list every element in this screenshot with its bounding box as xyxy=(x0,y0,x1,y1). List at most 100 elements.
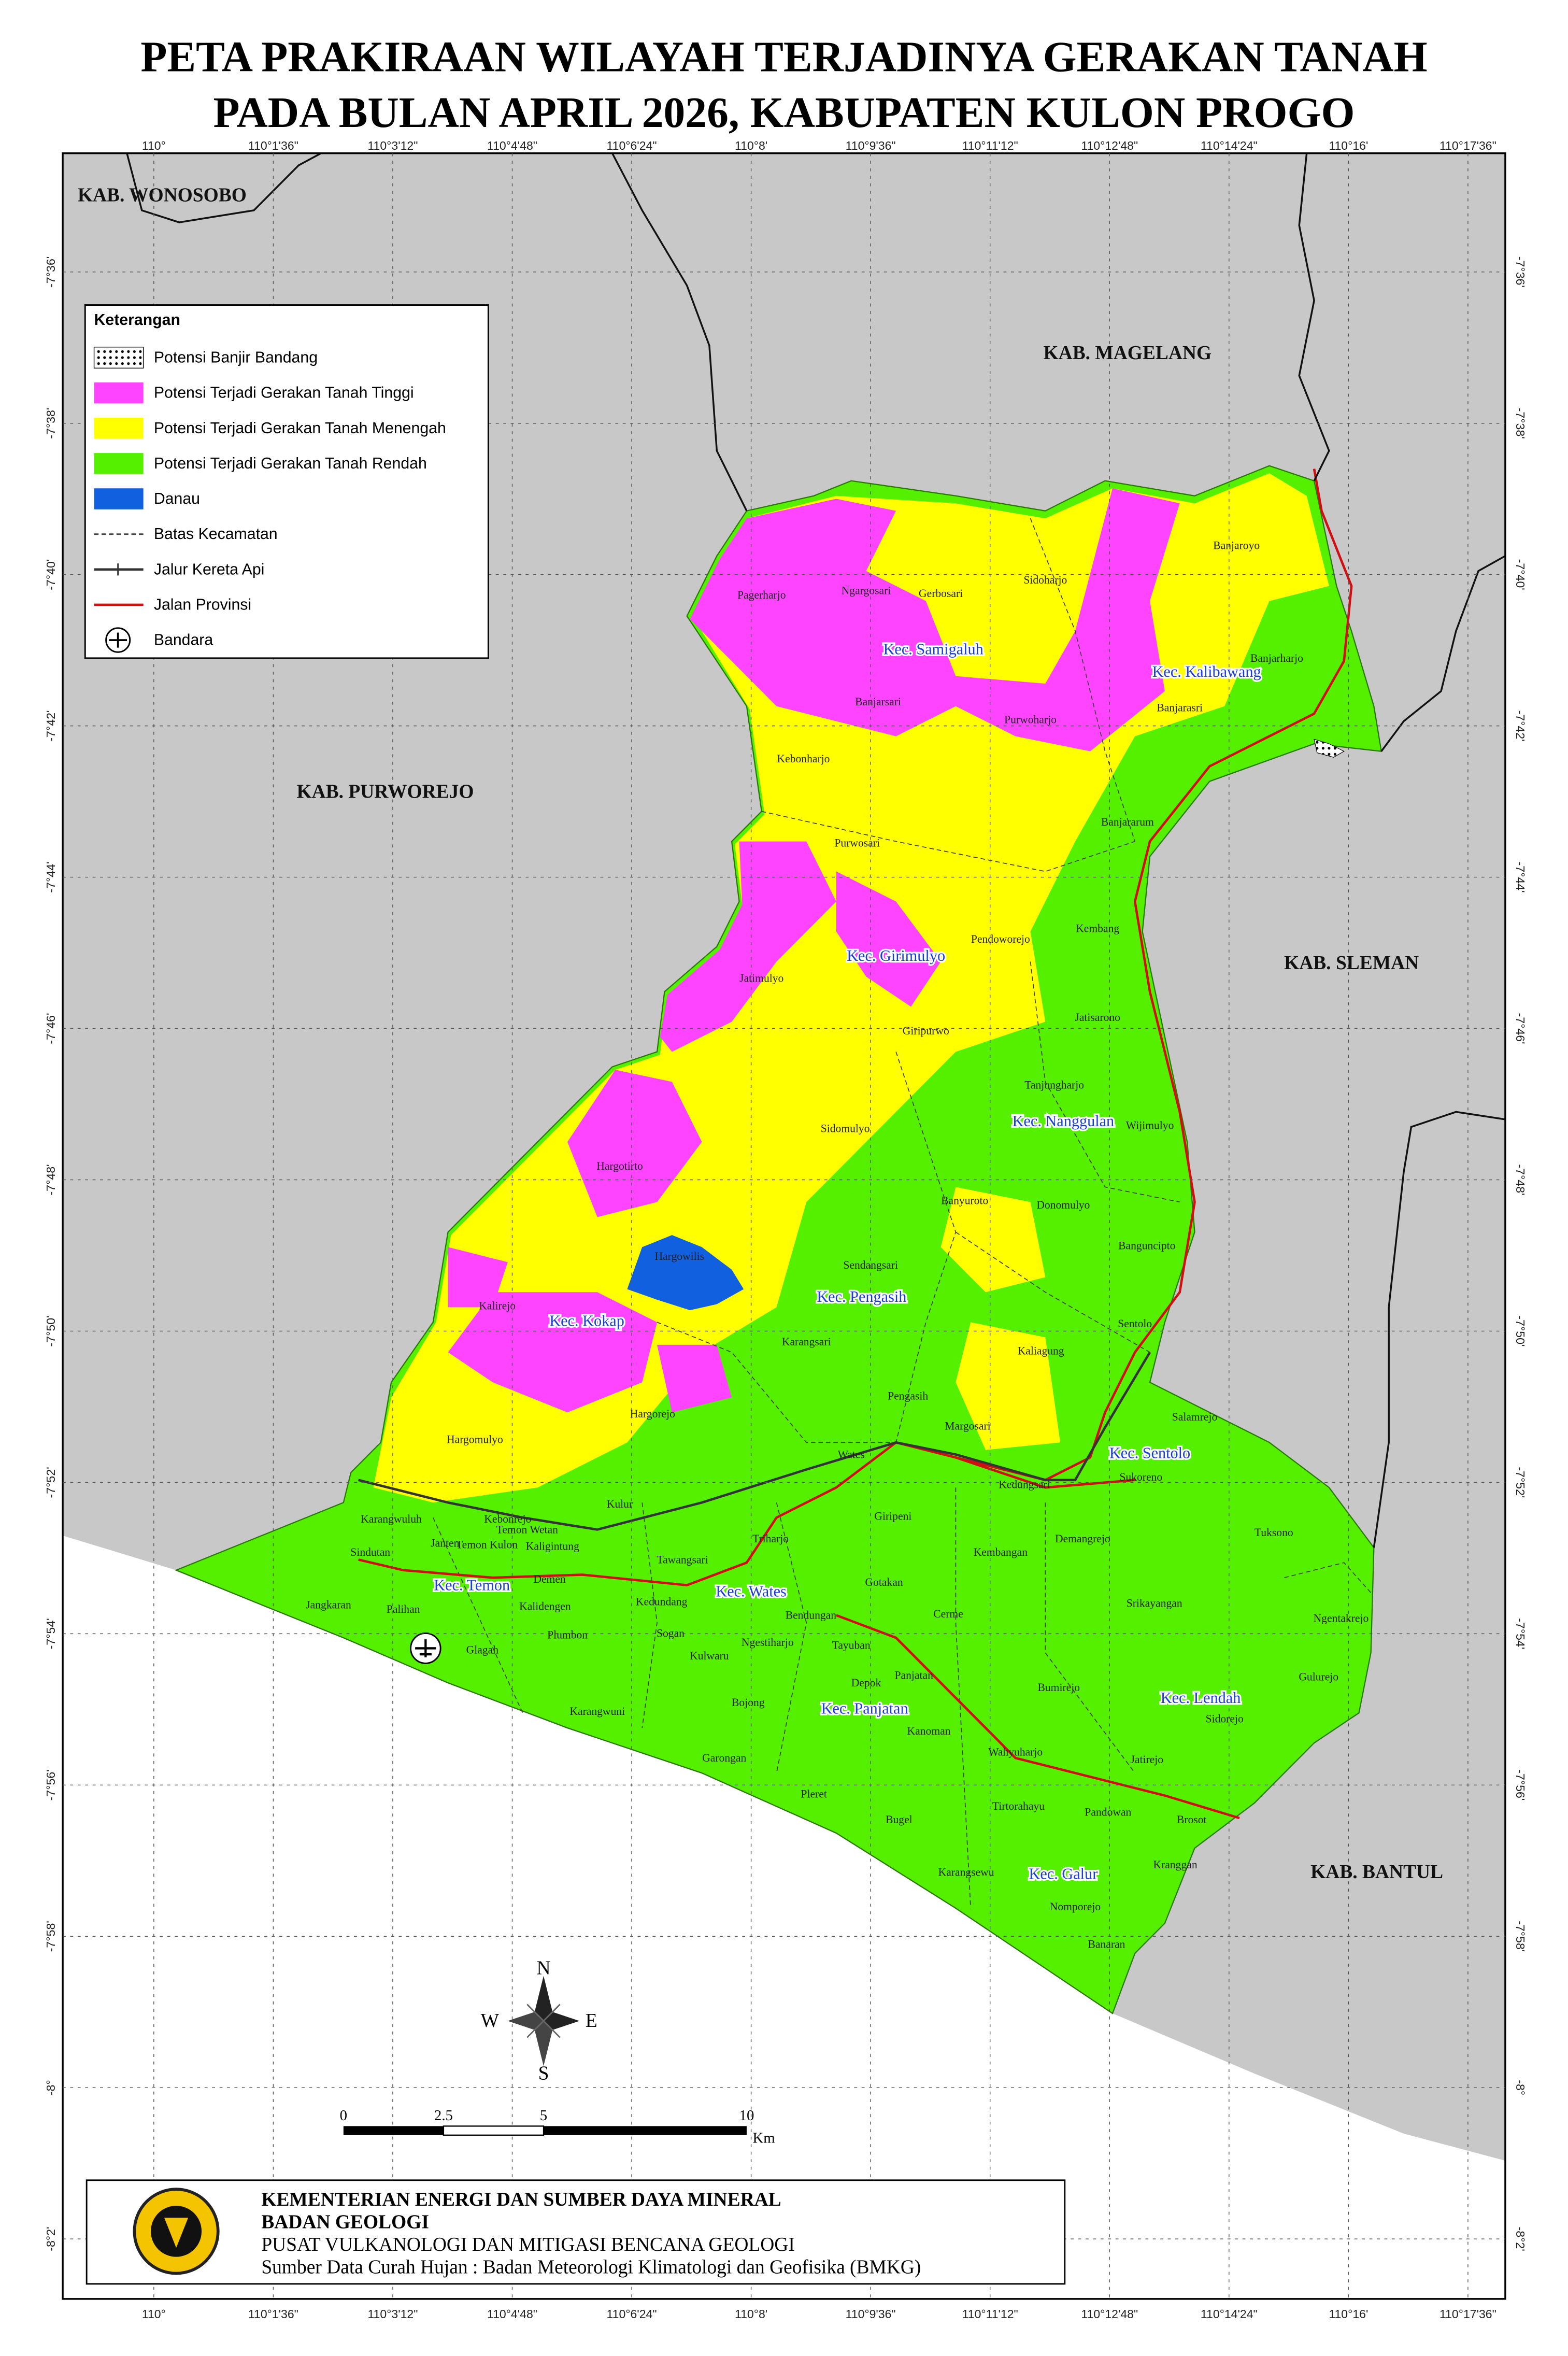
village-label: Banjaroyo xyxy=(1213,539,1260,551)
footer-text: KEMENTERIAN ENERGI DAN SUMBER DAYA MINER… xyxy=(261,2189,781,2210)
village-label: Kaligintung xyxy=(526,1540,579,1552)
district-label: Kec. Sentolo xyxy=(1109,1444,1190,1462)
longitude-label: 110°1'36" xyxy=(248,139,298,152)
village-label: Sidomulyo xyxy=(821,1122,870,1134)
village-label: Sendangsari xyxy=(843,1259,898,1271)
village-label: Sindutan xyxy=(350,1546,390,1558)
scale-label: 10 xyxy=(739,2107,754,2124)
district-boundaries xyxy=(432,518,1372,1909)
latitude-label: -7°46' xyxy=(1514,1013,1527,1044)
district-label: Kec. Kokap xyxy=(549,1312,624,1329)
village-label: Bendungan xyxy=(786,1609,837,1622)
longitude-label: 110° xyxy=(142,2307,166,2321)
title: PETA PRAKIRAAN WILAYAH TERJADINYA GERAKA… xyxy=(140,33,1427,81)
scale-label: 2.5 xyxy=(434,2107,453,2124)
legend-title: Keterangan xyxy=(94,311,180,329)
latitude-label: -7°44' xyxy=(44,862,58,893)
village-label: Hargomulyo xyxy=(447,1433,503,1445)
longitude-label: 110°9'36" xyxy=(846,2307,896,2321)
compass-letter: S xyxy=(538,2063,549,2084)
longitude-label: 110°8' xyxy=(735,2307,767,2321)
legend-label: Potensi Banjir Bandang xyxy=(154,349,318,366)
village-label: Kaliagung xyxy=(1018,1344,1064,1357)
longitude-label: 110°16' xyxy=(1329,139,1368,152)
legend-label: Batas Kecamatan xyxy=(154,526,278,543)
longitude-label: 110°12'48" xyxy=(1081,139,1138,152)
village-label: Kedundang xyxy=(636,1596,688,1608)
latitude-label: -7°56' xyxy=(1514,1769,1527,1800)
regency-boundaries xyxy=(126,153,1505,1548)
map-body xyxy=(63,153,1505,2299)
village-label: Karangsari xyxy=(782,1336,831,1348)
village-label: Kedungsari xyxy=(999,1478,1050,1491)
longitude-label: 110°11'12" xyxy=(962,139,1018,152)
village-label: Hargotirto xyxy=(596,1160,643,1172)
village-label: Gulurejo xyxy=(1299,1671,1338,1683)
village-label: Janten xyxy=(431,1537,459,1549)
footer-text: PUSAT VULKANOLOGI DAN MITIGASI BENCANA G… xyxy=(261,2234,795,2255)
latitude-label: -7°46' xyxy=(44,1013,58,1044)
village-label: Pandowan xyxy=(1085,1806,1131,1818)
village-label: Triharjo xyxy=(752,1532,789,1545)
village-label: Karangwuluh xyxy=(361,1513,422,1525)
high-zone xyxy=(660,841,941,1052)
latitude-label: -7°40' xyxy=(44,559,58,590)
village-label: Ngestiharjo xyxy=(742,1636,794,1649)
high-zone xyxy=(448,1070,732,1413)
latitude-label: -7°36' xyxy=(44,257,58,288)
village-label: Kalirejo xyxy=(479,1299,516,1312)
district-label: Kec. Girimulyo xyxy=(847,947,945,964)
airport-icon xyxy=(410,1633,441,1664)
village-label: Kebonrejo xyxy=(484,1513,531,1525)
village-label: Temon Wetan xyxy=(496,1523,558,1536)
latitude-label: -7°50' xyxy=(1514,1315,1527,1346)
latitude-label: -7°50' xyxy=(44,1315,58,1346)
village-label: Giripurwo xyxy=(903,1025,949,1037)
longitude-label: 110°4'48" xyxy=(487,2307,537,2321)
village-label: Srikayangan xyxy=(1127,1597,1182,1609)
regency-label: KAB. BANTUL xyxy=(1310,1862,1443,1883)
village-label: Tirtorahayu xyxy=(992,1800,1045,1812)
village-label: Giripeni xyxy=(874,1510,911,1522)
village-label: Karangsewu xyxy=(938,1866,994,1878)
latitude-label: -7°52' xyxy=(1514,1467,1527,1498)
legend: Keterangan Potensi Banjir Bandang Potensi … xyxy=(84,304,489,659)
village-label: Gotakan xyxy=(865,1576,903,1588)
village-label: Karangwuni xyxy=(569,1705,625,1718)
village-label: Pleret xyxy=(801,1788,826,1800)
village-label: Jangkaran xyxy=(306,1598,351,1611)
latitude-label: -7°44' xyxy=(1514,862,1527,893)
village-label: Sukoreno xyxy=(1119,1471,1162,1483)
district-label: Kec. Wates xyxy=(716,1582,786,1600)
latitude-label: -7°40' xyxy=(1514,559,1527,590)
village-label: Sidoharjo xyxy=(1023,574,1067,586)
village-label: Bugel xyxy=(886,1813,913,1826)
longitude-label: 110°11'12" xyxy=(962,2307,1018,2321)
village-label: Bumirejo xyxy=(1037,1681,1080,1694)
legend-swatch xyxy=(109,632,127,648)
flash-flood-zone xyxy=(1314,739,1345,758)
village-label: Demangrejo xyxy=(1055,1532,1110,1545)
village-label: Temon Kulon xyxy=(456,1538,518,1551)
latitude-label: -7°54' xyxy=(1514,1618,1527,1649)
longitude-label: 110°3'12" xyxy=(367,2307,418,2321)
village-label: Jatirejo xyxy=(1131,1753,1164,1766)
village-label: Purwoharjo xyxy=(1004,714,1057,726)
village-label: Salamrejo xyxy=(1172,1411,1218,1423)
graticule xyxy=(63,153,1505,2299)
village-label: Banguncipto xyxy=(1118,1239,1175,1252)
latitude-label: -7°38' xyxy=(44,408,58,439)
longitude-label: 110°8' xyxy=(735,139,767,152)
latitude-label: -7°38' xyxy=(1514,408,1527,439)
village-label: Kulur xyxy=(607,1498,633,1510)
village-label: Panjatan xyxy=(895,1669,934,1682)
footer xyxy=(85,2179,1066,2285)
village-label: Banyuroto xyxy=(941,1194,988,1207)
village-label: Kalidengen xyxy=(519,1600,571,1612)
latitude-label: -8° xyxy=(1514,2080,1527,2095)
longitude-label: 110°16' xyxy=(1329,2307,1368,2321)
regency-label: KAB. SLEMAN xyxy=(1284,953,1419,974)
village-label: Tuksono xyxy=(1255,1526,1293,1539)
legend-swatch xyxy=(93,346,144,369)
